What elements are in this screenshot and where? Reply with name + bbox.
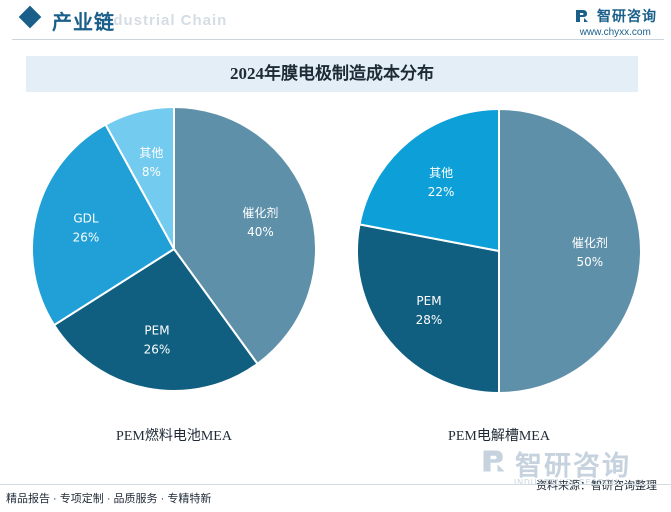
watermark-name: 智研咨询 xyxy=(515,451,631,481)
brand: 智研咨询 www.chyxx.com xyxy=(574,6,657,38)
pie-value-label: 26% xyxy=(144,342,171,356)
pie-slice-1-3 xyxy=(31,123,176,327)
pie-caption: PEM电解槽MEA xyxy=(448,428,551,444)
chart-title: 2024年膜电极制造成本分布 xyxy=(230,64,434,83)
pie-category-label: GDL xyxy=(73,211,99,225)
pie-value-label: 28% xyxy=(416,313,443,327)
header: Industrial Chain 产业链 智研咨询 www.chyxx.com xyxy=(0,0,671,44)
pie-category-label: 其他 xyxy=(429,166,453,180)
pie-category-label: PEM xyxy=(144,323,169,337)
pie-value-label: 22% xyxy=(428,185,455,199)
pie-slice-2-3 xyxy=(358,107,500,253)
pie-value-label: 50% xyxy=(577,255,604,269)
source-note: 资料来源：智研咨询整理 xyxy=(536,480,657,492)
brand-url[interactable]: www.chyxx.com xyxy=(579,27,651,38)
pie-slice-1-2 xyxy=(52,247,259,392)
watermark-logo-icon xyxy=(483,450,505,472)
pie-category-label: 催化剂 xyxy=(242,205,278,220)
pie-chart-2: 催化剂 50% PEM 28% 其他 22% PEM电解槽MEA xyxy=(356,107,642,444)
pie-category-label: 催化剂 xyxy=(572,235,608,250)
pie-slice-1-1 xyxy=(173,105,317,366)
pie-category-label: PEM xyxy=(416,294,441,308)
pie-caption: PEM燃料电池MEA xyxy=(116,427,233,444)
brand-name: 智研咨询 xyxy=(597,8,657,24)
pie-value-label: 8% xyxy=(142,165,161,179)
pie-slice-1-4 xyxy=(104,105,175,250)
pie-slice-2-1 xyxy=(498,107,642,395)
pie-category-label: 其他 xyxy=(139,146,163,160)
section-title: 产业链 xyxy=(52,12,115,34)
pie-value-label: 26% xyxy=(73,230,100,244)
pie-value-label: 40% xyxy=(247,225,274,239)
pie-slice-2-2 xyxy=(356,223,500,395)
footer-slogan: 精品报告 · 专项定制 · 品质服务 · 专精特新 xyxy=(6,493,212,505)
header-divider xyxy=(12,39,664,40)
chart-title-bar: 2024年膜电极制造成本分布 xyxy=(26,56,638,92)
section-title-en: Industrial Chain xyxy=(98,12,228,29)
footer-divider xyxy=(0,484,671,485)
brand-logo-icon xyxy=(575,10,588,22)
watermark-name-en: INDUSTRY RESEARCH xyxy=(514,478,619,487)
pie-chart-1: 催化剂 40% PEM 26% GDL 26% 其他 8% PEM燃料电池MEA xyxy=(31,105,317,444)
